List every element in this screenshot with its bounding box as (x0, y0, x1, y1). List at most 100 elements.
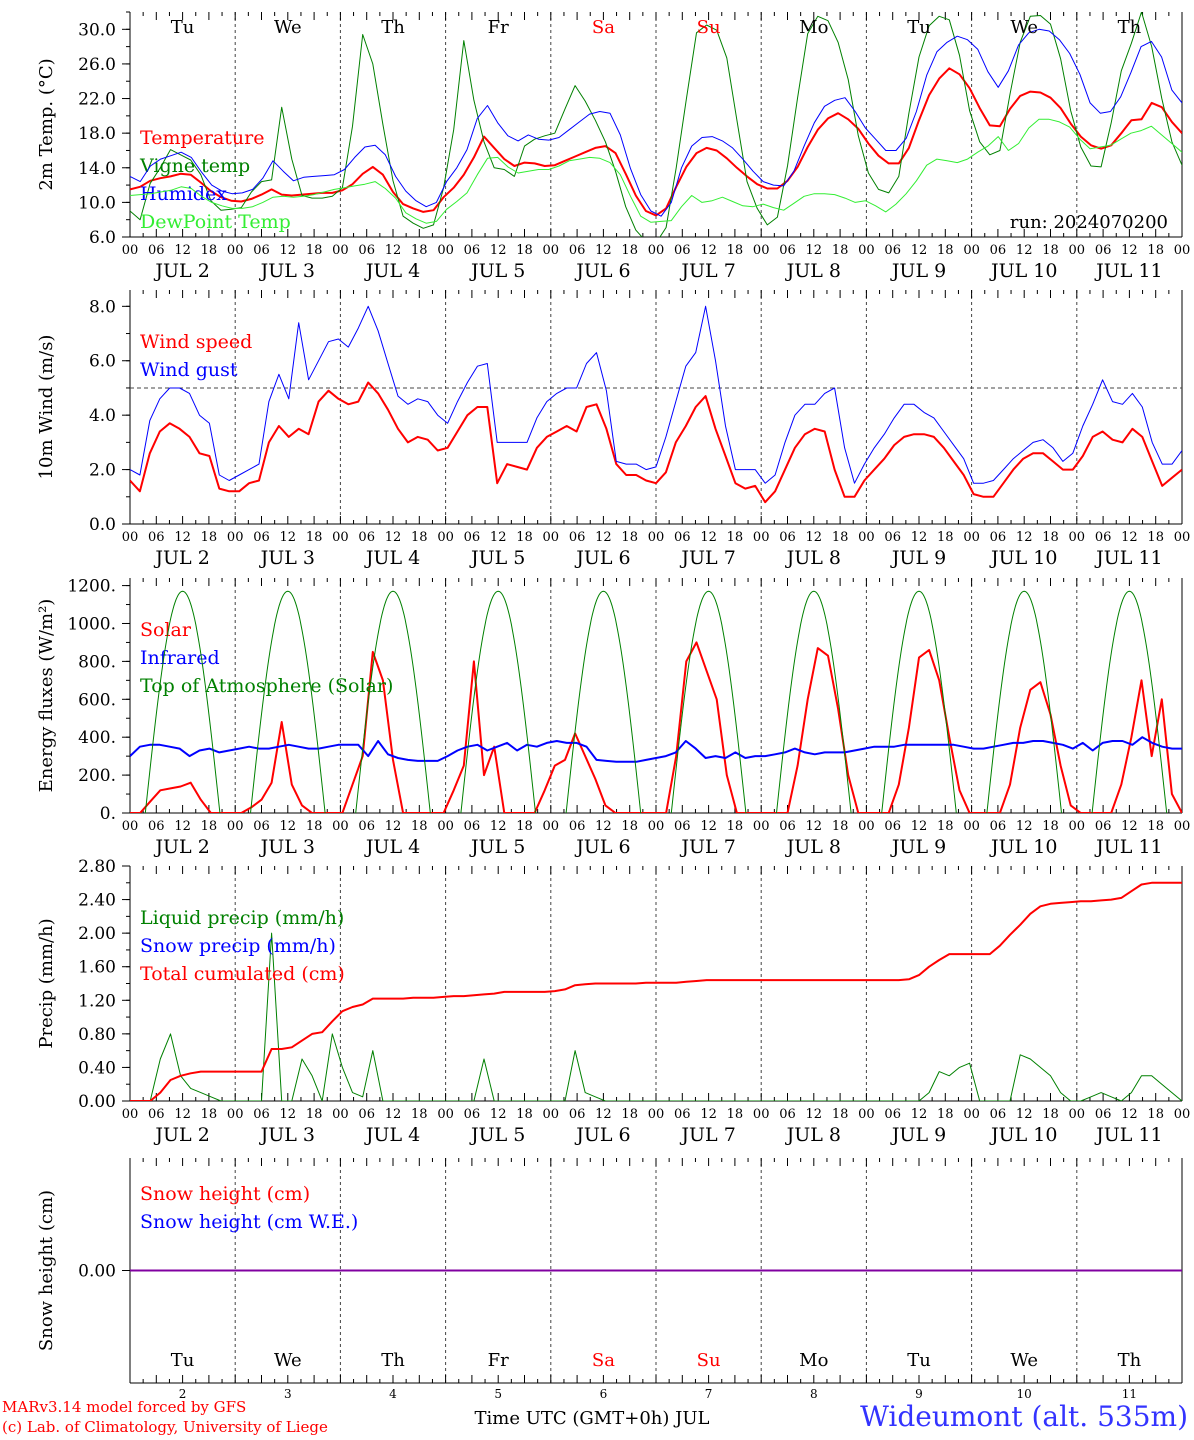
x-hour-label: 00 (648, 1107, 665, 1122)
x-hour-label: 06 (1095, 530, 1112, 545)
x-hour-label: 18 (516, 243, 533, 258)
x-day-label: JUL 11 (1094, 1124, 1162, 1146)
x-hour-label: 12 (1016, 819, 1033, 834)
legend-entry: Snow precip (mm/h) (140, 935, 336, 957)
x-hour-label: 06 (1095, 1107, 1112, 1122)
x-hour-label: 12 (174, 530, 191, 545)
day-number-label: 3 (284, 1387, 292, 1401)
x-hour-label: 18 (937, 243, 954, 258)
weekday-label: Mo (799, 1350, 828, 1371)
x-hour-label: 00 (963, 530, 980, 545)
x-hour-label: 00 (648, 819, 665, 834)
x-hour-label: 18 (621, 530, 638, 545)
x-day-label: JUL 3 (259, 260, 315, 282)
y-tick-label: 0.80 (78, 1025, 116, 1045)
x-hour-label: 12 (595, 1107, 612, 1122)
weekday-label: We (274, 17, 302, 38)
x-day-label: JUL 10 (989, 1124, 1057, 1146)
x-hour-label: 12 (700, 243, 717, 258)
legend-entry: DewPoint Temp (140, 211, 291, 233)
y-tick-label: 10.0 (78, 193, 116, 213)
x-day-label: JUL 4 (364, 547, 420, 569)
x-hour-label: 06 (990, 530, 1007, 545)
x-day-label: JUL 5 (469, 260, 525, 282)
x-hour-label: 00 (332, 243, 349, 258)
x-hour-label: 18 (1042, 1107, 1059, 1122)
x-hour-label: 18 (411, 243, 428, 258)
y-tick-label: 14.0 (78, 159, 116, 179)
x-hour-label: 12 (1016, 243, 1033, 258)
y-tick-label: 2.40 (78, 891, 116, 911)
x-hour-label: 00 (543, 530, 560, 545)
x-hour-label: 18 (1147, 819, 1164, 834)
series-line-wind-speed (130, 381, 1182, 504)
x-hour-label: 06 (990, 819, 1007, 834)
y-tick-label: 1.60 (78, 958, 116, 978)
y-tick-label: 600. (78, 690, 116, 710)
x-hour-label: 18 (937, 530, 954, 545)
x-hour-label: 00 (1069, 243, 1086, 258)
legend-entry: Temperature (140, 127, 264, 149)
x-hour-label: 06 (253, 1107, 270, 1122)
x-day-label: JUL 7 (679, 836, 735, 858)
y-tick-label: 4.0 (89, 406, 116, 426)
weekday-label: Su (697, 1350, 721, 1371)
x-day-label: JUL 6 (574, 260, 630, 282)
x-hour-label: 12 (1121, 530, 1138, 545)
x-hour-label: 06 (358, 1107, 375, 1122)
x-hour-label: 18 (516, 1107, 533, 1122)
x-hour-label: 18 (306, 819, 323, 834)
day-number-label: 6 (600, 1387, 608, 1401)
x-hour-label: 12 (280, 243, 297, 258)
day-number-label: 8 (810, 1387, 818, 1401)
x-day-label: JUL 9 (890, 836, 946, 858)
y-tick-label: 1000. (67, 614, 116, 634)
y-tick-label: 0. (100, 804, 116, 824)
x-hour-label: 18 (937, 819, 954, 834)
x-hour-label: 06 (779, 530, 796, 545)
x-hour-label: 18 (832, 243, 849, 258)
x-hour-label: 12 (174, 1107, 191, 1122)
x-hour-label: 00 (753, 530, 770, 545)
x-hour-label: 06 (569, 530, 586, 545)
y-tick-label: 400. (78, 728, 116, 748)
x-hour-label: 12 (1016, 1107, 1033, 1122)
x-hour-label: 06 (674, 530, 691, 545)
x-hour-label: 12 (911, 819, 928, 834)
x-hour-label: 18 (1147, 243, 1164, 258)
x-day-label: JUL 11 (1094, 260, 1162, 282)
y-tick-label: 2.00 (78, 924, 116, 944)
x-hour-label: 06 (884, 243, 901, 258)
weekday-label: Th (1118, 1350, 1142, 1371)
x-hour-label: 12 (174, 243, 191, 258)
x-day-label: JUL 8 (785, 547, 841, 569)
x-hour-label: 18 (1042, 819, 1059, 834)
series-line-solar (130, 641, 1182, 813)
x-hour-label: 06 (253, 243, 270, 258)
x-day-label: JUL 2 (153, 1124, 209, 1146)
x-hour-label: 12 (490, 1107, 507, 1122)
x-day-label: JUL 8 (785, 836, 841, 858)
x-hour-label: 12 (1121, 1107, 1138, 1122)
x-hour-label: 18 (411, 819, 428, 834)
y-tick-label: 6.0 (89, 228, 116, 248)
series-line-total-cumulated-cm- (130, 881, 1182, 1101)
y-tick-label: 22.0 (78, 90, 116, 110)
x-day-label: JUL 10 (989, 836, 1057, 858)
x-hour-label: 00 (858, 530, 875, 545)
x-hour-label: 12 (174, 819, 191, 834)
day-number-label: 7 (705, 1387, 713, 1401)
x-hour-label: 18 (621, 243, 638, 258)
x-hour-label: 00 (437, 819, 454, 834)
x-hour-label: 06 (253, 819, 270, 834)
weekday-label: Sa (592, 1350, 615, 1371)
weekday-label: Su (697, 17, 721, 38)
y-tick-label: 30.0 (78, 20, 116, 40)
x-hour-label: 06 (884, 1107, 901, 1122)
x-hour-label: 00 (858, 1107, 875, 1122)
x-hour-label: 00 (122, 819, 139, 834)
x-hour-label: 12 (1121, 243, 1138, 258)
x-hour-label: 06 (148, 243, 165, 258)
x-day-label: JUL 7 (679, 260, 735, 282)
x-hour-label: 12 (911, 243, 928, 258)
